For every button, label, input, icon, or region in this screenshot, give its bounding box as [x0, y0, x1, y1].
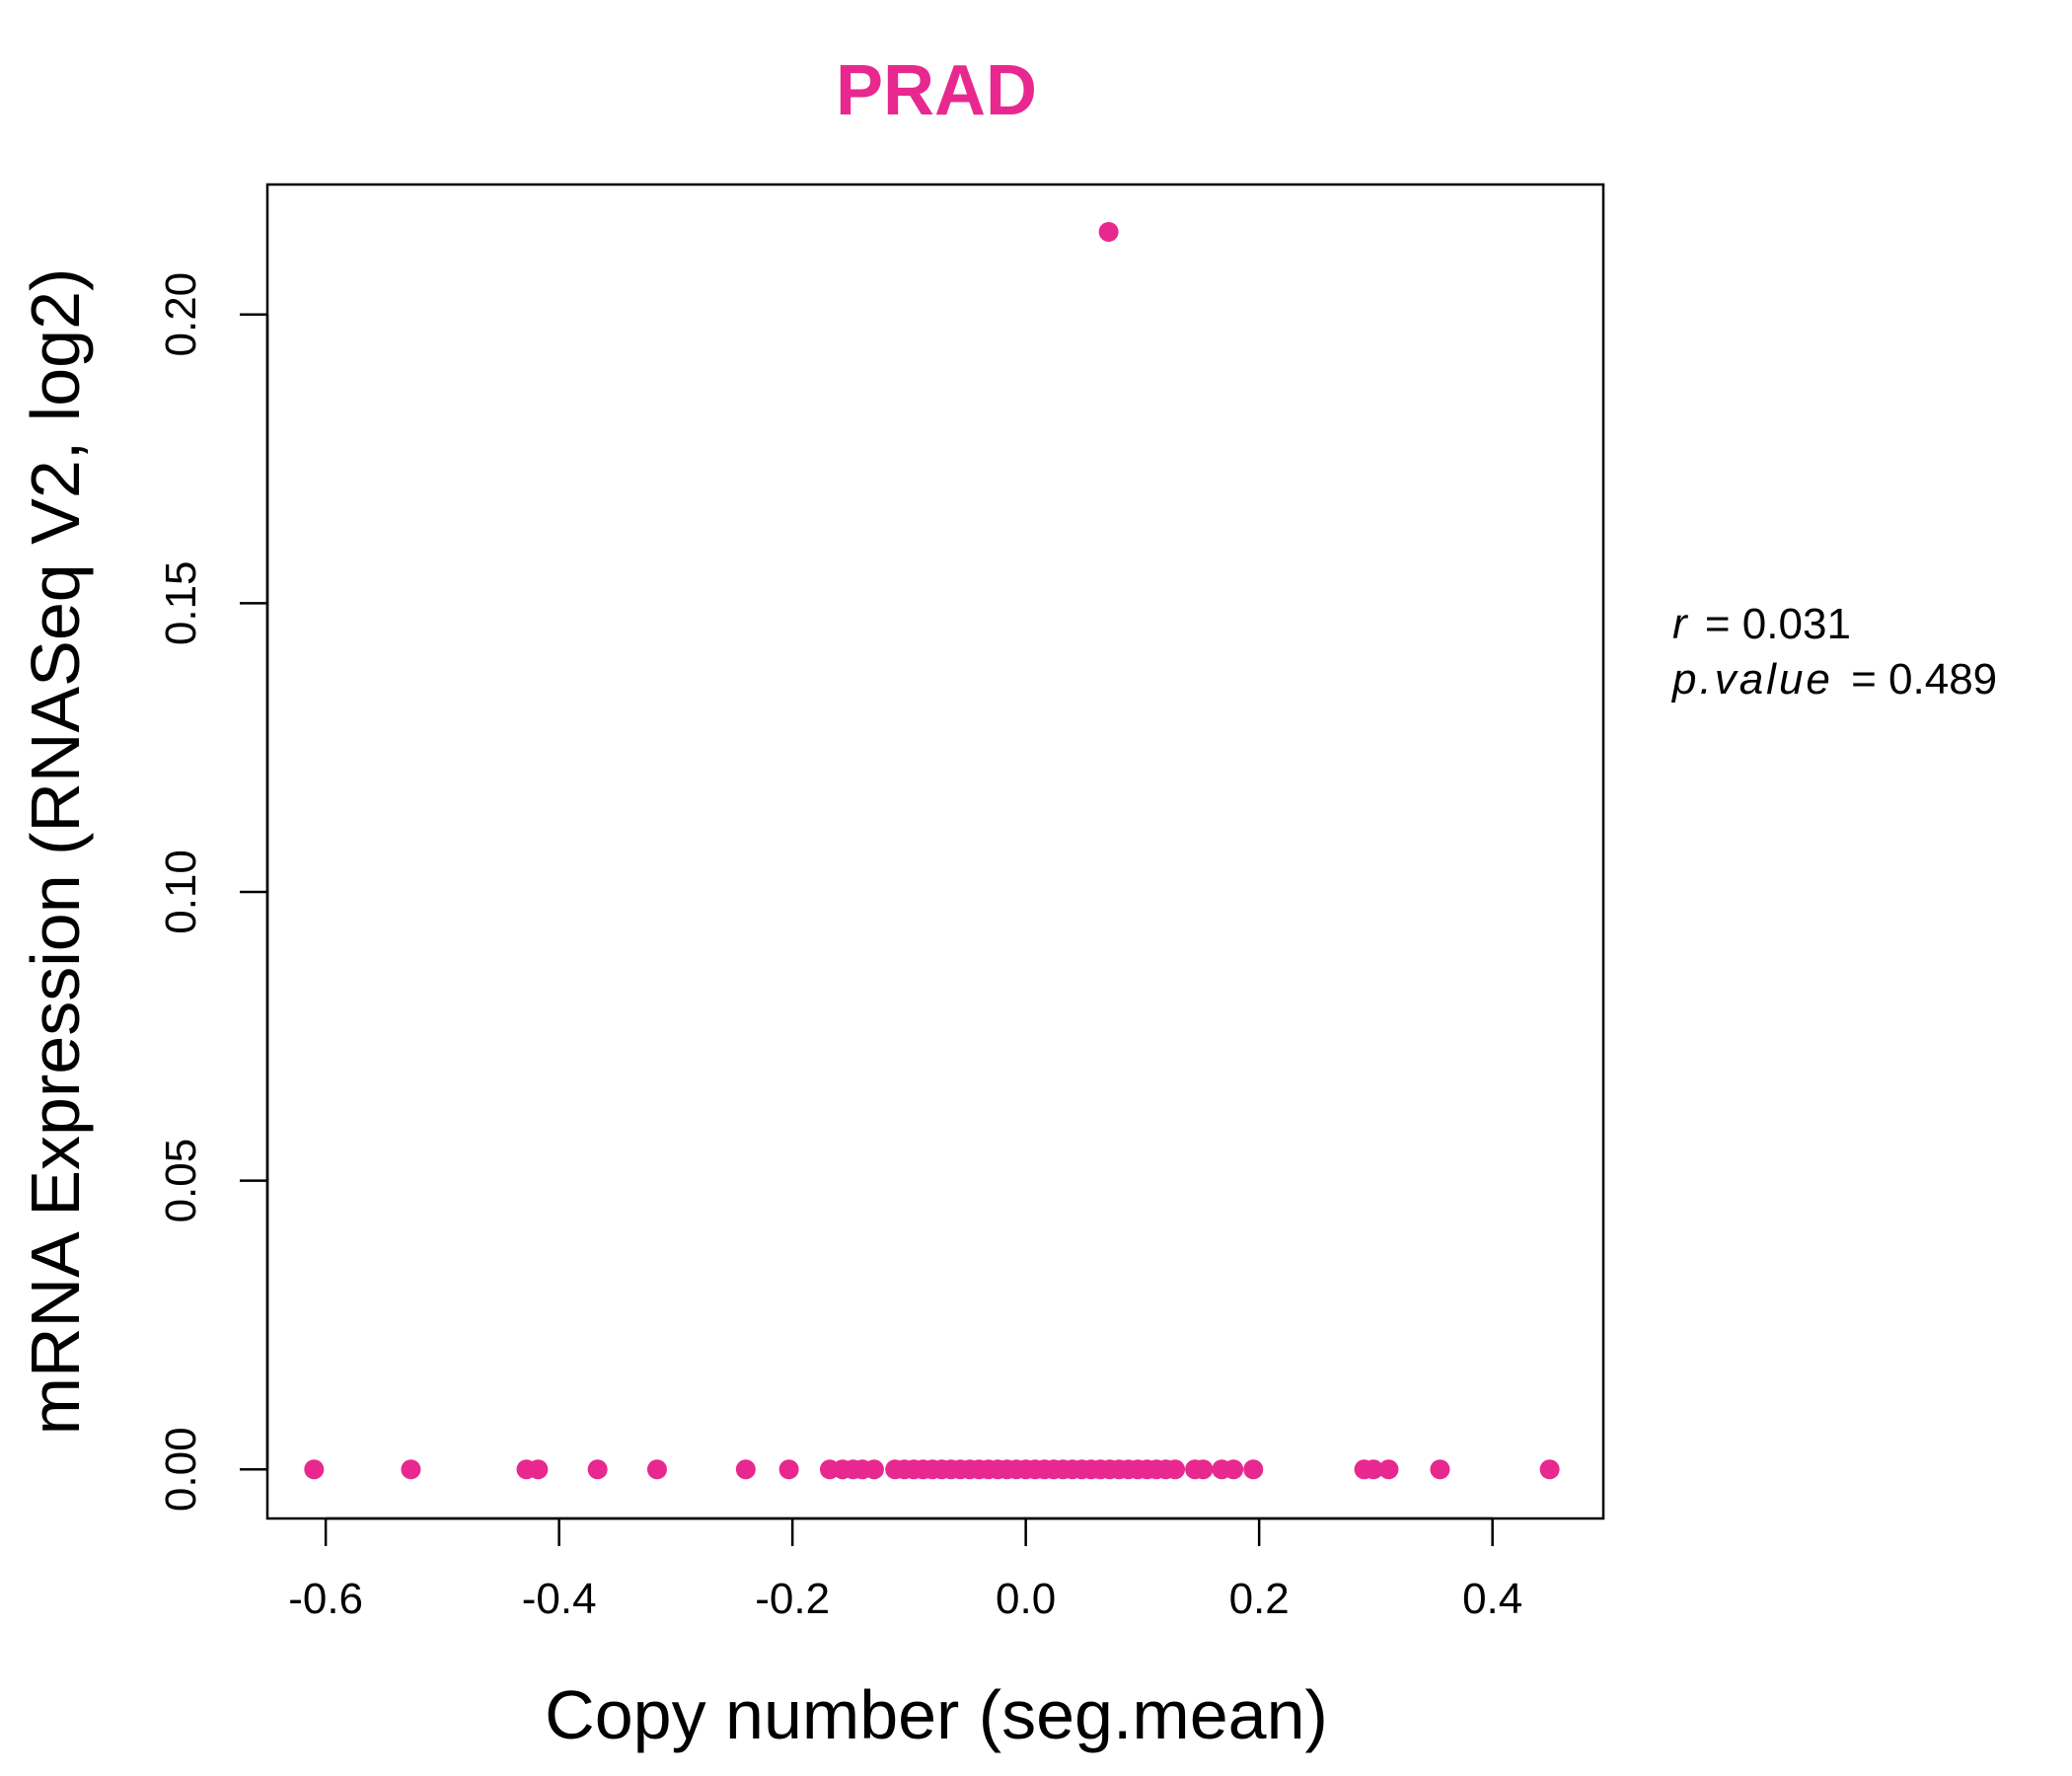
y-axis: 0.00 0.05 0.10 0.15 0.20 [157, 272, 269, 1512]
p-value: = 0.489 [1851, 655, 1997, 703]
x-axis: -0.6 -0.4 -0.2 0.0 0.2 0.4 [288, 1517, 1522, 1623]
chart-title: PRAD [836, 51, 1037, 130]
svg-text:p.value = 0.489: p.value = 0.489 [1670, 655, 1997, 703]
x-tick-label: 0.0 [996, 1575, 1056, 1623]
data-point [646, 1459, 667, 1480]
data-point [1539, 1459, 1560, 1480]
x-tick-label: -0.4 [522, 1575, 597, 1623]
svg-text:r = 0.031: r = 0.031 [1672, 600, 1851, 648]
data-point [1364, 1459, 1384, 1480]
y-tick-label: 0.00 [157, 1427, 205, 1512]
x-tick-label: 0.4 [1462, 1575, 1522, 1623]
stats-annotation: r = 0.031 p.value = 0.489 [1670, 600, 1997, 703]
r-value: = 0.031 [1705, 600, 1851, 648]
y-tick-label: 0.15 [157, 561, 205, 646]
y-tick-label: 0.20 [157, 272, 205, 357]
data-point [1223, 1459, 1244, 1480]
data-point [863, 1459, 884, 1480]
x-tick-label: 0.2 [1229, 1575, 1290, 1623]
data-point [1430, 1459, 1450, 1480]
data-point [778, 1459, 799, 1480]
data-point [528, 1459, 549, 1480]
data-point [401, 1459, 421, 1480]
data-point [1193, 1459, 1214, 1480]
y-axis-label: mRNA Expression (RNASeq V2, log2) [17, 268, 94, 1436]
p-label: p.value [1670, 655, 1833, 703]
y-tick-label: 0.10 [157, 850, 205, 934]
plot-frame [265, 183, 1605, 1520]
data-point [587, 1459, 608, 1480]
data-point [1243, 1459, 1264, 1480]
data-points [304, 221, 1560, 1480]
data-point [1098, 221, 1119, 242]
data-point [304, 1459, 325, 1480]
data-point [1378, 1459, 1399, 1480]
r-label: r [1672, 600, 1689, 648]
y-tick-label: 0.05 [157, 1139, 205, 1223]
x-tick-label: -0.6 [288, 1575, 363, 1623]
data-point [735, 1459, 756, 1480]
x-axis-label: Copy number (seg.mean) [545, 1676, 1328, 1753]
x-tick-label: -0.2 [755, 1575, 830, 1623]
data-point [1165, 1459, 1186, 1480]
